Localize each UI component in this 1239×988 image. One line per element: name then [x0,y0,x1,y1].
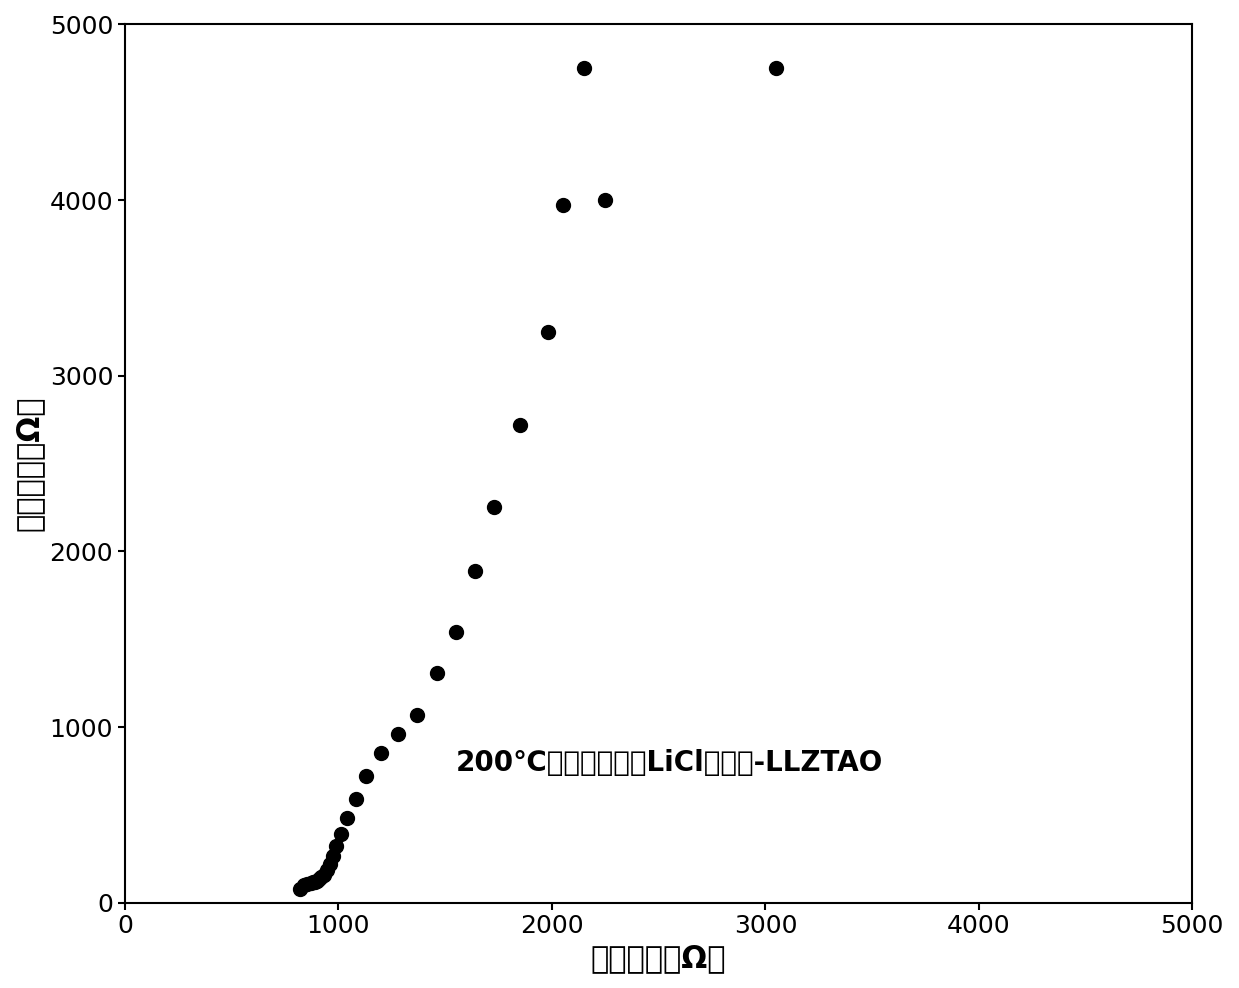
Point [372,746,392,762]
Point [553,198,572,213]
Point [596,193,616,208]
Point [317,863,337,878]
Point [313,866,333,882]
Point [346,791,366,807]
Point [301,875,321,891]
Point [320,856,339,871]
Point [446,624,466,640]
Point [538,324,558,340]
Point [311,869,331,885]
Text: 200℃低温烧结制备LiCl水溶液-LLZTAO: 200℃低温烧结制备LiCl水溶液-LLZTAO [456,749,883,777]
Point [484,500,504,516]
Point [323,848,343,864]
Point [305,873,325,889]
Point [310,871,330,887]
Point [408,706,427,722]
Point [766,60,786,76]
Point [574,60,593,76]
Point [297,876,317,892]
Point [426,665,446,681]
Point [307,872,327,888]
Y-axis label: 阻抗虚部（Ω）: 阻抗虚部（Ω） [15,396,45,532]
Point [357,769,377,784]
Point [465,563,484,579]
X-axis label: 阻抗实部（Ω）: 阻抗实部（Ω） [591,944,726,973]
Point [331,826,351,842]
Point [337,810,357,826]
Point [302,874,322,890]
Point [290,880,310,896]
Point [326,839,346,855]
Point [510,417,530,433]
Point [388,726,408,742]
Point [295,877,315,893]
